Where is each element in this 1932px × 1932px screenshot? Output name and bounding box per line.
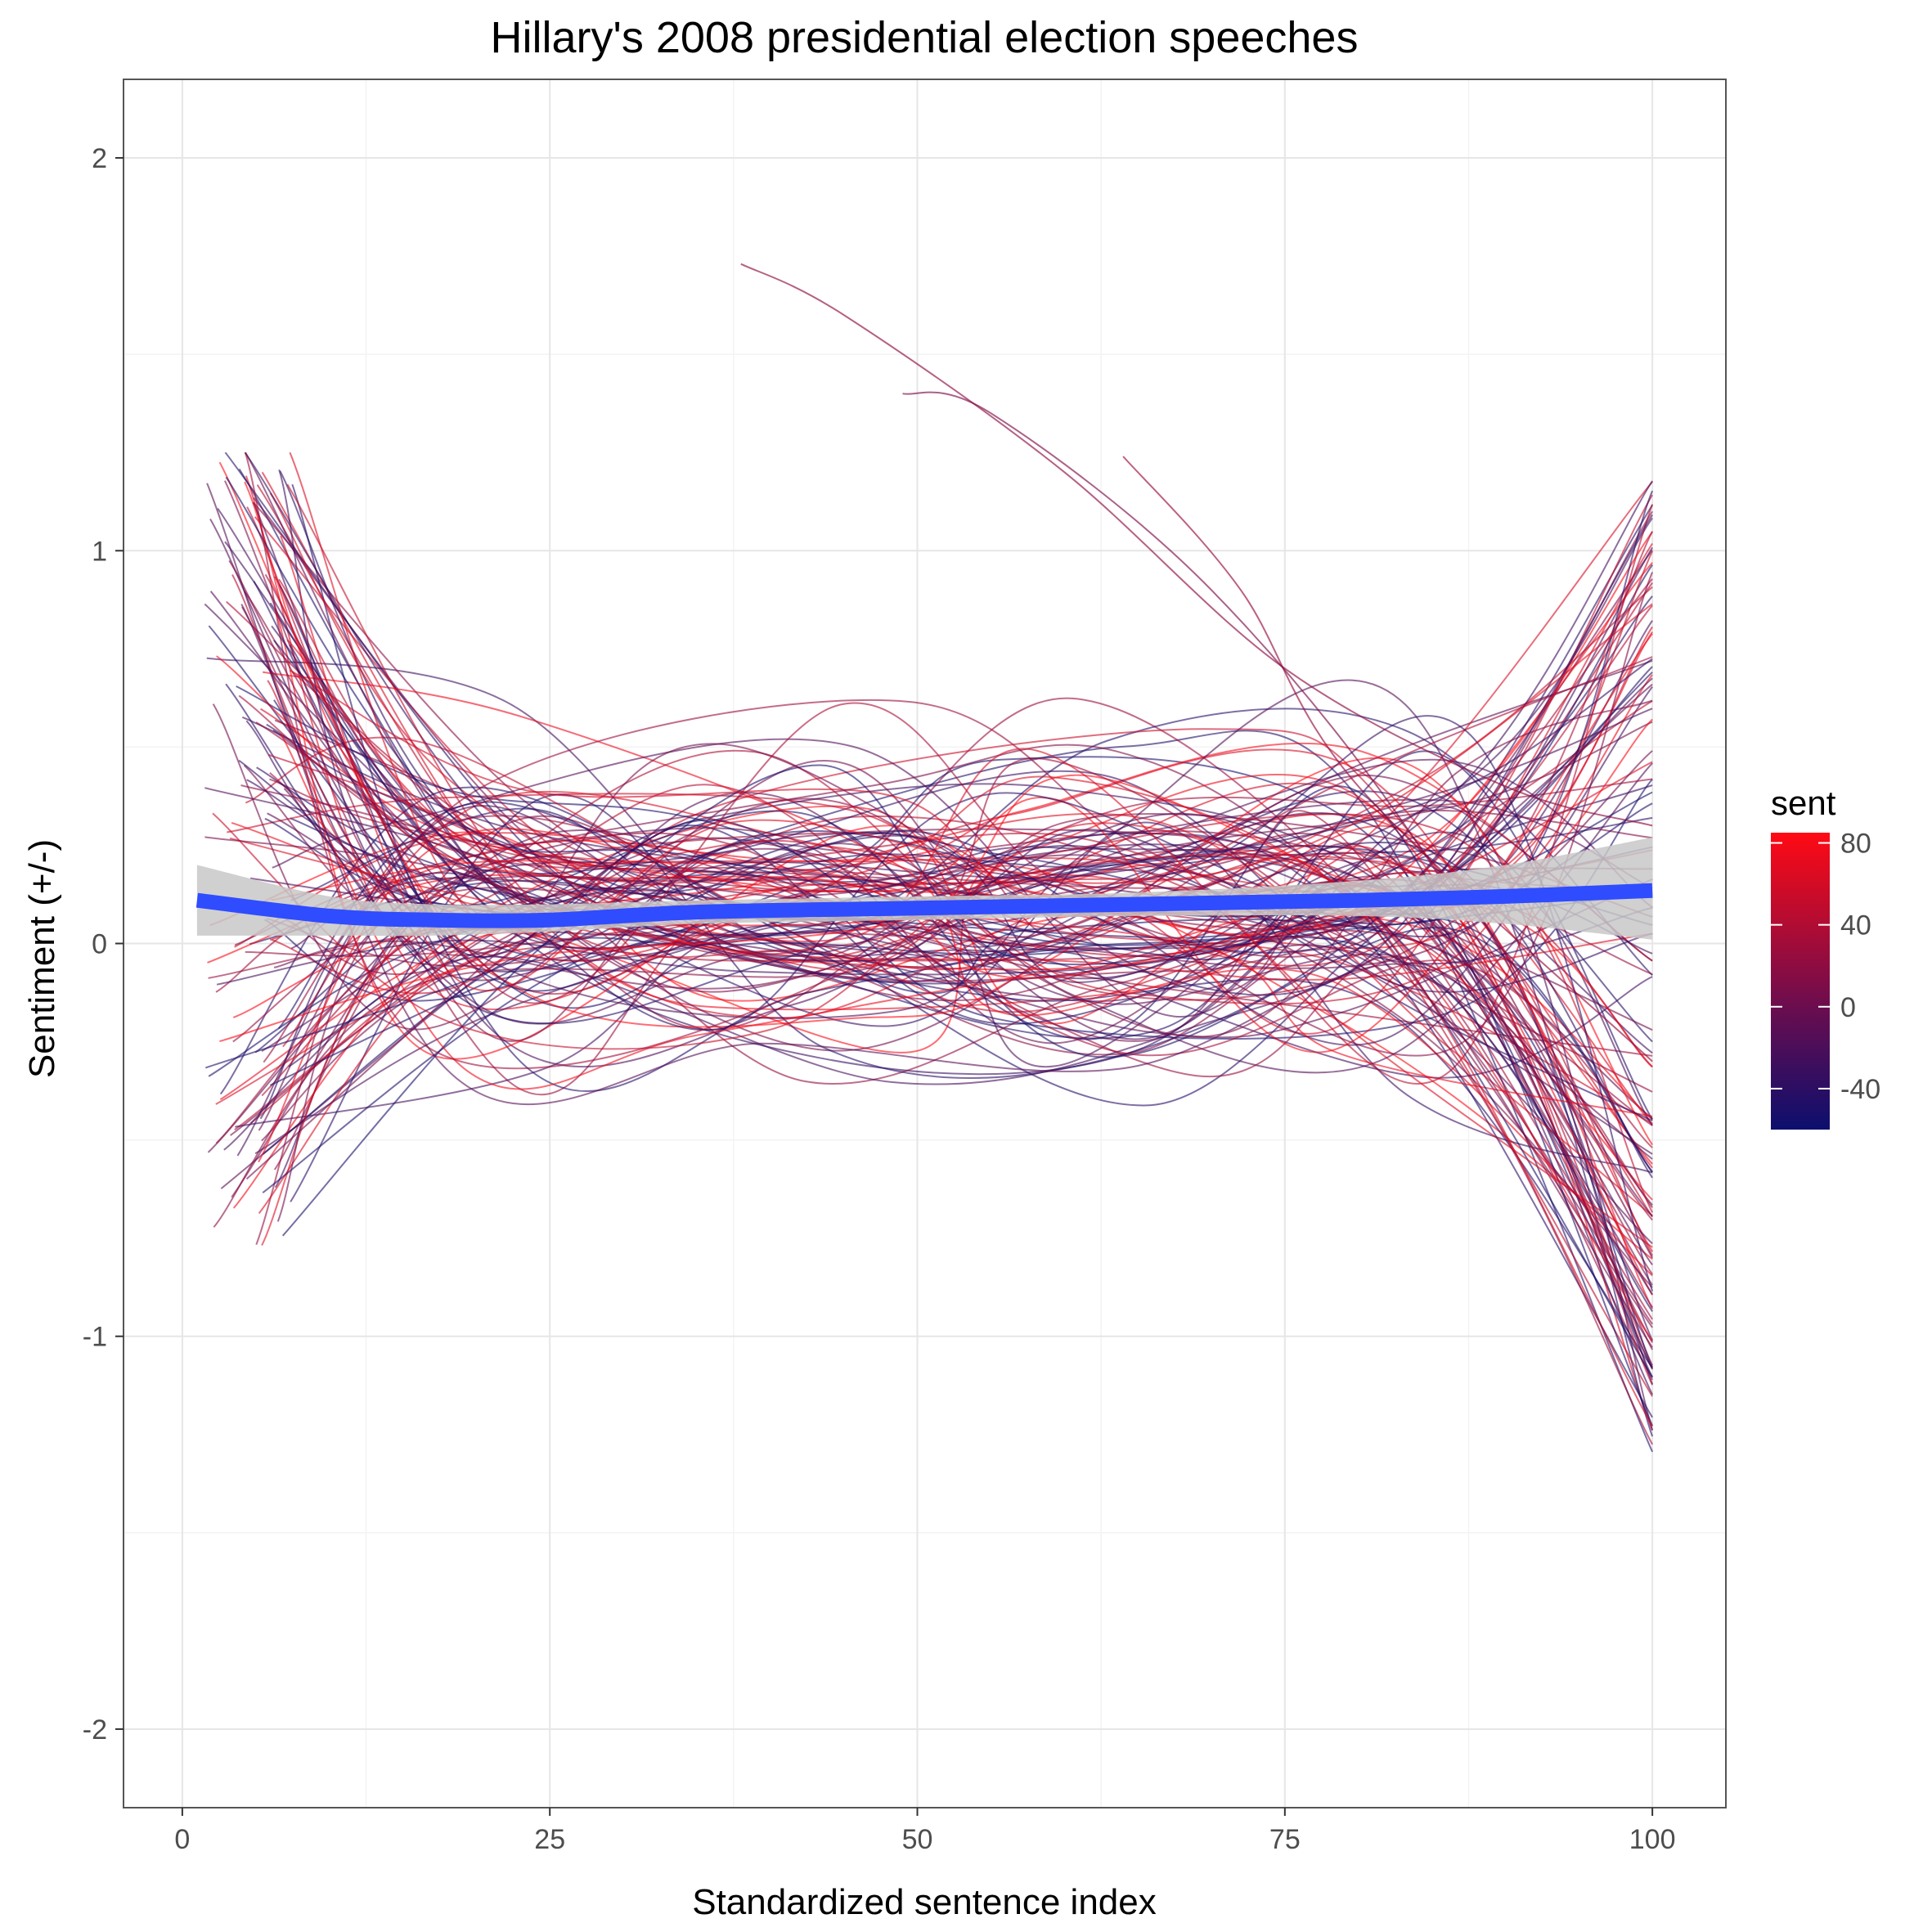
y-tick-label: -2 [83,1714,107,1746]
speech-line [273,576,1653,1148]
speech-line [238,694,1653,1320]
x-axis-title: Standardized sentence index [692,1882,1157,1922]
speech-line [290,877,1653,1265]
speech-line [212,703,1653,1031]
legend-title: sent [1771,784,1836,822]
legend-colorbar [1771,833,1830,1130]
x-axis: 0 25 50 75 100 [174,1808,1676,1855]
legend-tick-label: 80 [1840,829,1871,860]
legend-tick-label: 40 [1840,910,1871,941]
speech-line [228,559,1654,1057]
speech-line [244,452,1653,895]
speech-line [290,807,1653,1368]
y-tick-label: 2 [92,143,107,174]
chart-title: Hillary's 2008 presidential election spe… [491,13,1359,62]
x-tick-label: 75 [1269,1824,1301,1855]
y-tick-label: -1 [83,1322,107,1353]
speech-line [204,836,1653,1288]
x-tick-label: 50 [902,1824,933,1855]
speech-line [224,541,1653,1395]
x-tick-label: 25 [534,1824,565,1855]
smooth-line [195,883,1653,928]
x-tick-label: 100 [1629,1824,1676,1855]
speech-line [269,595,1653,1025]
y-tick-label: 1 [92,536,107,567]
speech-line [229,837,1653,981]
legend-tick-label: -40 [1840,1074,1880,1105]
legend-tick-label: 0 [1840,992,1856,1023]
y-axis: 2 1 0 -1 -2 [83,143,124,1746]
speech-line [274,719,1653,1350]
speech-line [740,263,1653,827]
y-axis-title: Sentiment (+/-) [22,839,62,1078]
smooth-layer [195,837,1653,940]
x-tick-label: 0 [174,1824,190,1855]
y-tick-label: 0 [92,929,107,960]
legend-ticks: 80 40 0 -40 [1771,829,1880,1105]
speech-line [271,633,1653,1054]
speech-line [1122,456,1653,1063]
legend: sent 80 40 0 -40 [1771,784,1880,1130]
speech-line [246,504,1654,1085]
speech-line [277,801,1654,1368]
speech-line [245,452,1653,1160]
speech-line [280,733,1653,1201]
speech-line [254,708,1653,1054]
speech-line [286,639,1653,1248]
speech-line [902,391,1653,1259]
